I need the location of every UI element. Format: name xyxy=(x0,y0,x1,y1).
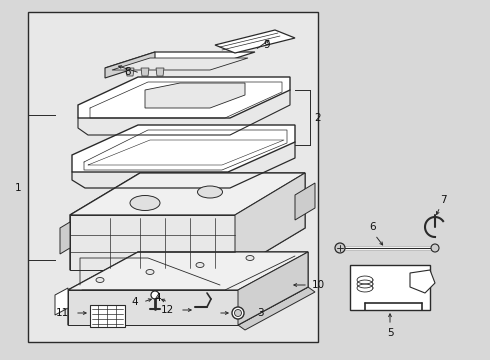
Polygon shape xyxy=(141,68,149,76)
Polygon shape xyxy=(78,77,290,118)
Text: 5: 5 xyxy=(387,328,393,338)
Polygon shape xyxy=(68,290,238,325)
Text: 4: 4 xyxy=(155,293,161,303)
Polygon shape xyxy=(105,52,155,78)
Text: 7: 7 xyxy=(440,195,446,205)
Ellipse shape xyxy=(235,310,242,316)
Polygon shape xyxy=(112,58,248,70)
Ellipse shape xyxy=(196,262,204,267)
Polygon shape xyxy=(350,265,430,310)
Text: 4: 4 xyxy=(132,297,138,307)
Polygon shape xyxy=(238,287,315,330)
Ellipse shape xyxy=(335,243,345,253)
Ellipse shape xyxy=(96,278,104,283)
Polygon shape xyxy=(55,288,68,315)
Polygon shape xyxy=(70,215,235,270)
Ellipse shape xyxy=(151,291,159,299)
Text: 12: 12 xyxy=(160,305,173,315)
Ellipse shape xyxy=(431,244,439,252)
Ellipse shape xyxy=(197,186,222,198)
Text: 9: 9 xyxy=(264,40,270,50)
Ellipse shape xyxy=(246,256,254,261)
Polygon shape xyxy=(90,305,125,327)
Polygon shape xyxy=(235,173,305,270)
Polygon shape xyxy=(60,222,70,254)
Polygon shape xyxy=(156,68,164,76)
Polygon shape xyxy=(410,270,435,293)
Text: 8: 8 xyxy=(124,67,131,77)
Text: 10: 10 xyxy=(312,280,324,290)
Polygon shape xyxy=(70,173,305,270)
Polygon shape xyxy=(215,30,295,53)
Text: 1: 1 xyxy=(15,183,21,193)
Text: 6: 6 xyxy=(369,222,376,232)
FancyBboxPatch shape xyxy=(28,12,318,342)
Polygon shape xyxy=(70,173,305,215)
Polygon shape xyxy=(68,252,308,325)
Ellipse shape xyxy=(232,307,244,319)
Polygon shape xyxy=(72,125,295,172)
Polygon shape xyxy=(238,252,308,325)
Text: 2: 2 xyxy=(315,113,321,123)
Ellipse shape xyxy=(130,195,160,211)
Polygon shape xyxy=(145,83,245,108)
Polygon shape xyxy=(295,183,315,220)
Ellipse shape xyxy=(146,270,154,274)
Polygon shape xyxy=(105,52,255,68)
Polygon shape xyxy=(68,252,308,290)
Text: 3: 3 xyxy=(257,308,263,318)
Text: 11: 11 xyxy=(55,308,69,318)
Polygon shape xyxy=(126,68,134,76)
